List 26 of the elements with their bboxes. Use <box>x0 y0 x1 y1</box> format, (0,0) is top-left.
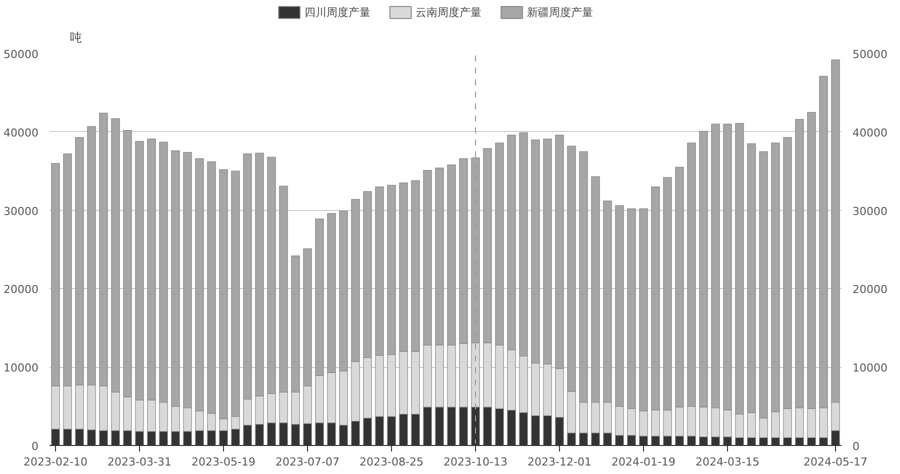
legend-label: 云南周度产量 <box>416 6 482 19</box>
x-tick-label: 2023-03-31 <box>108 456 172 468</box>
y-tick-label: 20000 <box>4 283 39 296</box>
y-tick-label: 40000 <box>4 126 39 140</box>
y2-tick-label: 0 <box>852 440 860 453</box>
y2-tick-label: 30000 <box>852 204 888 218</box>
x-tick-label: 2023-05-19 <box>192 456 256 468</box>
y-tick-label: 0 <box>32 440 38 453</box>
y-tick-label: 30000 <box>4 204 39 218</box>
x-tick-label: 2024-01-19 <box>612 456 676 468</box>
y-axis-title: 吨 <box>70 30 82 44</box>
legend-label: 新疆周度产量 <box>526 6 593 19</box>
x-tick-label: 2024-05-17 <box>804 456 868 468</box>
legend-label: 四川周度产量 <box>304 6 370 19</box>
x-tick-label: 2023-10-13 <box>444 456 508 468</box>
y2-tick-label: 20000 <box>852 283 888 296</box>
x-tick-label: 2023-12-01 <box>528 456 592 468</box>
x-tick-label: 2023-08-25 <box>360 456 424 468</box>
x-tick-label: 2023-02-10 <box>24 456 88 468</box>
y-tick-label: 50000 <box>4 48 39 61</box>
x-tick-label: 2024-03-15 <box>696 456 760 468</box>
y2-tick-label: 10000 <box>852 362 888 375</box>
y2-tick-label: 40000 <box>852 126 888 140</box>
y-tick-label: 10000 <box>4 362 39 375</box>
x-tick-label: 2023-07-07 <box>276 456 340 468</box>
y2-tick-label: 50000 <box>852 48 888 61</box>
